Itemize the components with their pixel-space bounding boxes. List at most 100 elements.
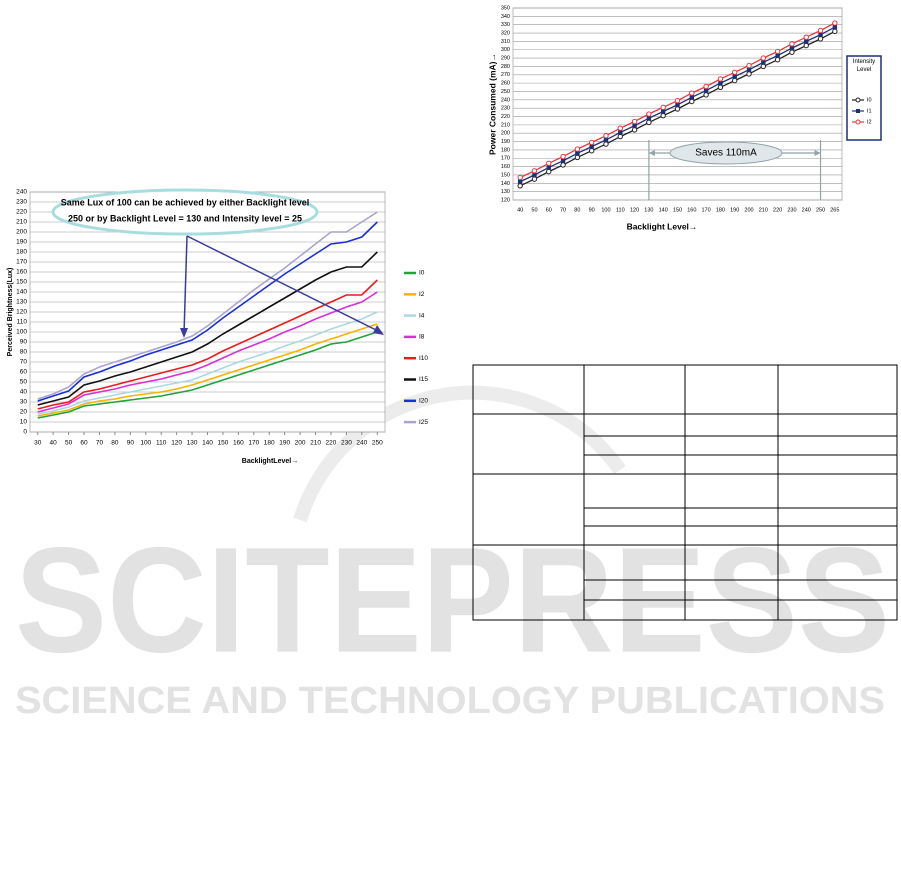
marker: [717, 84, 724, 91]
x-tick-label: 220: [326, 440, 337, 447]
y-tick-label: 260: [501, 81, 510, 87]
y-tick-label: 140: [16, 289, 27, 296]
y-tick-label: 300: [501, 47, 510, 53]
marker: [717, 76, 724, 82]
marker: [789, 41, 795, 47]
x-tick-label: 190: [279, 440, 290, 447]
x-tick-label: 150: [218, 440, 229, 447]
annotation-bubble: [51, 188, 319, 236]
series-line: [37, 279, 378, 410]
y-tick-label: 230: [16, 199, 27, 206]
y-tick-label: 190: [501, 139, 510, 145]
legend-label: I20: [419, 398, 428, 405]
x-tick-label: 140: [202, 440, 213, 447]
x-tick-label: 190: [730, 207, 739, 213]
y-tick-label: 10: [20, 419, 28, 426]
x-axis-label: BacklightLevel→: [242, 458, 298, 465]
legend-title: Intensity Level: [852, 59, 876, 73]
legend-label: I0: [867, 97, 872, 103]
x-tick-label: 110: [616, 207, 625, 213]
legend-label: I4: [419, 312, 425, 319]
marker: [732, 69, 738, 75]
marker: [660, 104, 666, 111]
x-tick-label: 230: [341, 440, 352, 447]
marker: [718, 80, 723, 86]
marker: [589, 144, 594, 149]
y-tick-label: 140: [501, 181, 510, 187]
x-tick-label: 210: [759, 207, 768, 213]
marker: [761, 60, 766, 65]
marker: [746, 62, 752, 69]
table: [472, 364, 898, 621]
marker: [646, 115, 652, 121]
marker: [789, 45, 795, 51]
y-tick-label: 150: [501, 172, 510, 178]
x-tick-label: 140: [659, 207, 668, 213]
x-tick-label: 160: [233, 440, 244, 447]
y-tick-label: 270: [501, 72, 510, 78]
marker: [689, 98, 695, 105]
marker: [546, 160, 552, 166]
marker: [660, 109, 666, 114]
marker: [760, 55, 767, 61]
x-tick-label: 130: [187, 440, 198, 447]
y-tick-label: 120: [501, 197, 510, 203]
marker: [775, 53, 780, 58]
x-tick-label: 170: [248, 440, 259, 447]
series-line: [37, 251, 378, 406]
marker: [760, 63, 767, 70]
y-tick-label: 240: [501, 97, 510, 103]
y-tick-label: 330: [501, 22, 510, 28]
y-tick-label: 30: [20, 399, 28, 406]
x-tick-label: 40: [50, 440, 58, 447]
marker: [546, 165, 551, 170]
marker: [588, 139, 595, 146]
x-tick-label: 220: [773, 207, 782, 213]
y-tick-label: 150: [16, 279, 27, 286]
x-tick-label: 100: [140, 440, 151, 447]
x-tick-label: 60: [80, 440, 88, 447]
y-tick-label: 70: [20, 359, 28, 366]
annotation: 250 or by Backlight Level = 130 and Inte…: [68, 213, 302, 223]
marker: [546, 168, 552, 175]
marker: [774, 48, 781, 55]
legend-label: I2: [867, 119, 872, 125]
y-tick-label: 180: [501, 147, 510, 153]
series-line: [37, 331, 378, 419]
marker: [689, 95, 695, 100]
y-tick-label: 50: [20, 379, 28, 386]
marker: [674, 97, 681, 104]
series-line: [37, 211, 378, 400]
marker: [832, 25, 838, 30]
arrow-head: [373, 325, 384, 335]
marker: [732, 77, 738, 84]
annotation-arrow: [186, 235, 383, 334]
x-tick-label: 210: [310, 440, 321, 447]
y-tick-label: 290: [501, 56, 510, 62]
x-tick-label: 90: [127, 440, 135, 447]
marker: [818, 32, 823, 37]
x-tick-label: 30: [34, 440, 42, 447]
arrow-head: [648, 150, 655, 156]
marker: [703, 92, 709, 98]
y-tick-label: 80: [20, 349, 28, 356]
marker: [703, 83, 709, 90]
marker: [574, 146, 581, 152]
y-tick-label: 200: [16, 229, 27, 236]
marker: [804, 39, 809, 44]
y-axis-label: Power Consumed (mA)→: [487, 53, 497, 155]
marker: [560, 153, 566, 160]
marker: [646, 111, 652, 117]
y-tick-label: 170: [501, 156, 510, 162]
legend-label: I25: [419, 419, 428, 426]
marker: [560, 158, 566, 163]
x-tick-label: 180: [264, 440, 275, 447]
marker: [517, 174, 523, 181]
legend-label: I10: [419, 355, 428, 362]
legend-marker: [855, 119, 861, 125]
y-tick-label: 120: [16, 309, 27, 316]
marker: [531, 176, 538, 182]
y-axis-label: Perceived Brightness(Lux): [7, 268, 14, 357]
y-tick-label: 310: [501, 39, 510, 45]
